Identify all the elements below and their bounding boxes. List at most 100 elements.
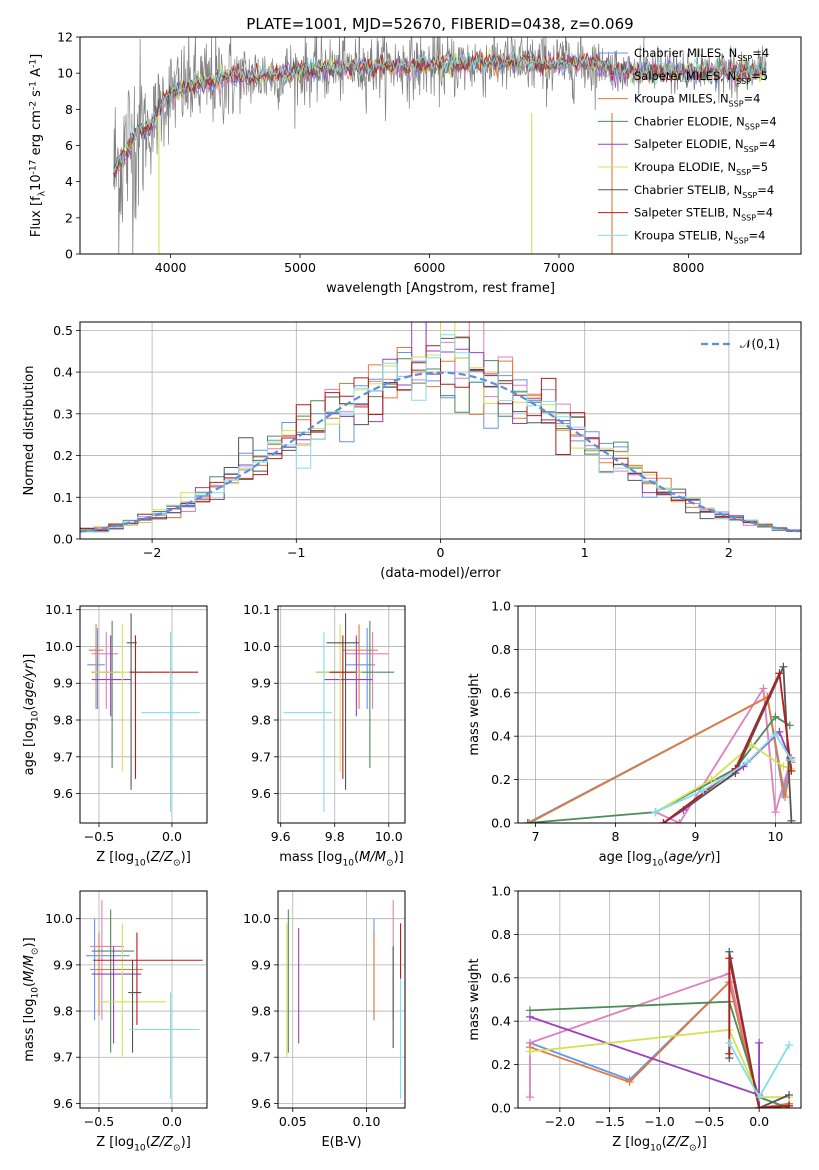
legend-label: Chabrier MILES, NSSP=4 bbox=[634, 46, 769, 63]
panel-weight_vs_age: 7 8 9 10 0.0 0.2 0.4 0.6 0.8 1.0 age [log10(age/yr… bbox=[467, 599, 802, 869]
x-axis-label: Z [log10(Z/Z⊙)] bbox=[612, 1135, 707, 1154]
x-tick-label: 0.0 bbox=[749, 1114, 769, 1129]
y-axis-label: Normed distribution bbox=[22, 366, 37, 496]
axes-frame bbox=[277, 890, 406, 1109]
errorbars bbox=[87, 613, 200, 812]
x-tick-label: −1.0 bbox=[644, 1114, 674, 1129]
y-tick-label: 4 bbox=[65, 174, 73, 189]
y-axis-label: Flux [fλ10-17 erg cm-2 s-1 A-1] bbox=[29, 54, 48, 237]
marker-plus bbox=[785, 1101, 794, 1108]
y-tick-label: 9.8 bbox=[251, 713, 271, 728]
marker-plus bbox=[755, 1093, 764, 1102]
y-tick-label: 0.4 bbox=[491, 729, 511, 744]
marker-plus bbox=[771, 730, 780, 739]
histograms bbox=[80, 322, 801, 535]
y-tick-label: 0.8 bbox=[491, 642, 511, 657]
legend-label: Kroupa ELODIE, NSSP=5 bbox=[634, 160, 768, 177]
errorbars bbox=[286, 900, 402, 1099]
errorbars bbox=[283, 613, 395, 812]
marker-plus bbox=[743, 758, 752, 767]
plot-area bbox=[87, 613, 200, 812]
panel-age_vs_Z: −0.5 0.0 9.6 9.7 9.8 9.9 10.0 10.1 Z [log10(Z/Z⊙… bbox=[22, 602, 208, 869]
marker-plus bbox=[725, 1049, 734, 1058]
y-tick-label: 9.9 bbox=[53, 957, 73, 972]
x-tick-label: 9 bbox=[691, 829, 699, 844]
y-tick-label: 0.6 bbox=[491, 970, 511, 985]
x-tick-label: 7 bbox=[532, 829, 540, 844]
marker-plus bbox=[779, 762, 788, 771]
x-axis-label: Z [log10(Z/Z⊙)] bbox=[96, 1135, 191, 1154]
y-axis-label: mass weight bbox=[467, 673, 482, 755]
y-tick-label: 1.0 bbox=[491, 884, 511, 899]
y-tick-label: 0.5 bbox=[53, 323, 73, 338]
marker-plus bbox=[525, 1047, 534, 1056]
errorbar-kroupa-stelib bbox=[283, 631, 333, 812]
weight-lines bbox=[525, 947, 794, 1108]
x-tick-label: −1.5 bbox=[594, 1114, 624, 1129]
marker-plus bbox=[725, 954, 734, 963]
x-axis-label: E(B-V) bbox=[321, 1135, 361, 1150]
line-chabrier-elodie bbox=[529, 1000, 790, 1108]
y-tick-label: 0.0 bbox=[491, 1101, 511, 1116]
marker-plus bbox=[785, 1090, 794, 1099]
y-tick-label: 9.8 bbox=[53, 1004, 73, 1019]
legend-label: Kroupa STELIB, NSSP=4 bbox=[634, 228, 765, 245]
y-tick-label: 0.2 bbox=[53, 448, 73, 463]
panel-residuals: 𝒩(0,1) −2 −1 0 1 2 0.0 0.1 0.2 0.3 0.4 0.5 (data-mod… bbox=[22, 321, 802, 581]
y-tick-label: 12 bbox=[57, 30, 73, 45]
model-line-salpeter-stelib bbox=[113, 51, 767, 178]
y-tick-label: 9.7 bbox=[53, 1050, 73, 1065]
y-axis-label: mass weight bbox=[467, 958, 482, 1040]
y-tick-label: 9.9 bbox=[251, 957, 271, 972]
y-tick-label: 0.6 bbox=[491, 685, 511, 700]
model-line-kroupa-stelib bbox=[113, 50, 767, 173]
x-tick-label: −2 bbox=[143, 545, 161, 560]
grid-lines bbox=[80, 606, 207, 823]
y-tick-label: 9.8 bbox=[251, 1004, 271, 1019]
marker-plus bbox=[675, 819, 684, 823]
y-tick-label: 0.0 bbox=[53, 532, 73, 547]
marker-plus bbox=[651, 808, 660, 817]
y-tick-label: 10.0 bbox=[243, 911, 271, 926]
line-chabrier-elodie bbox=[527, 715, 791, 823]
x-axis-label: (data-model)/error bbox=[380, 566, 501, 581]
x-tick-label: 0.0 bbox=[162, 1114, 182, 1129]
y-tick-label: 0.8 bbox=[491, 927, 511, 942]
y-tick-label: 10.1 bbox=[243, 602, 271, 617]
y-tick-label: 0.4 bbox=[53, 365, 73, 380]
plot-area bbox=[113, 37, 767, 254]
y-tick-label: 9.9 bbox=[53, 676, 73, 691]
line-salpeter-stelib bbox=[728, 958, 790, 1108]
marker-plus bbox=[755, 1038, 764, 1047]
y-tick-label: 0.3 bbox=[53, 406, 73, 421]
line-kroupa-elodie bbox=[529, 1028, 789, 1099]
plot-area bbox=[85, 900, 203, 1099]
legend-label: Chabrier ELODIE, NSSP=4 bbox=[634, 114, 777, 131]
x-tick-label: 2 bbox=[725, 545, 733, 560]
y-tick-label: 10.0 bbox=[45, 639, 73, 654]
legend-label: 𝒩(0,1) bbox=[740, 337, 780, 351]
grid-lines bbox=[278, 606, 405, 823]
y-tick-label: 0.0 bbox=[491, 816, 511, 831]
panel-age_vs_mass: 9.6 9.8 10.0 9.6 9.7 9.8 9.9 10.0 10.1 mass [log1… bbox=[243, 602, 406, 869]
legend-label: Chabrier STELIB, NSSP=4 bbox=[634, 183, 774, 200]
x-tick-label: 10.0 bbox=[375, 829, 403, 844]
x-tick-label: 6000 bbox=[414, 260, 446, 275]
y-tick-label: 0 bbox=[65, 247, 73, 262]
marker-plus bbox=[525, 1012, 534, 1021]
x-tick-label: 10 bbox=[767, 829, 783, 844]
marker-plus bbox=[523, 819, 532, 823]
x-tick-label: −1 bbox=[287, 545, 305, 560]
figure-title: PLATE=1001, MJD=52670, FIBERID=0438, z=0… bbox=[246, 15, 633, 33]
errorbar-chabrier-miles bbox=[345, 628, 376, 709]
weight-lines bbox=[523, 662, 796, 823]
errorbar-salpeter-elodie bbox=[323, 635, 373, 717]
x-axis-label: mass [log10(M/M⊙)] bbox=[279, 850, 403, 869]
errorbar-kroupa-miles bbox=[88, 624, 104, 709]
legend-label: Salpeter STELIB, NSSP=4 bbox=[634, 206, 773, 223]
x-tick-label: 9.8 bbox=[325, 829, 345, 844]
x-tick-label: 5000 bbox=[284, 260, 316, 275]
plot-area bbox=[80, 322, 801, 535]
x-axis-label: Z [log10(Z/Z⊙)] bbox=[96, 850, 191, 869]
line-kroupa-miles bbox=[528, 695, 793, 823]
